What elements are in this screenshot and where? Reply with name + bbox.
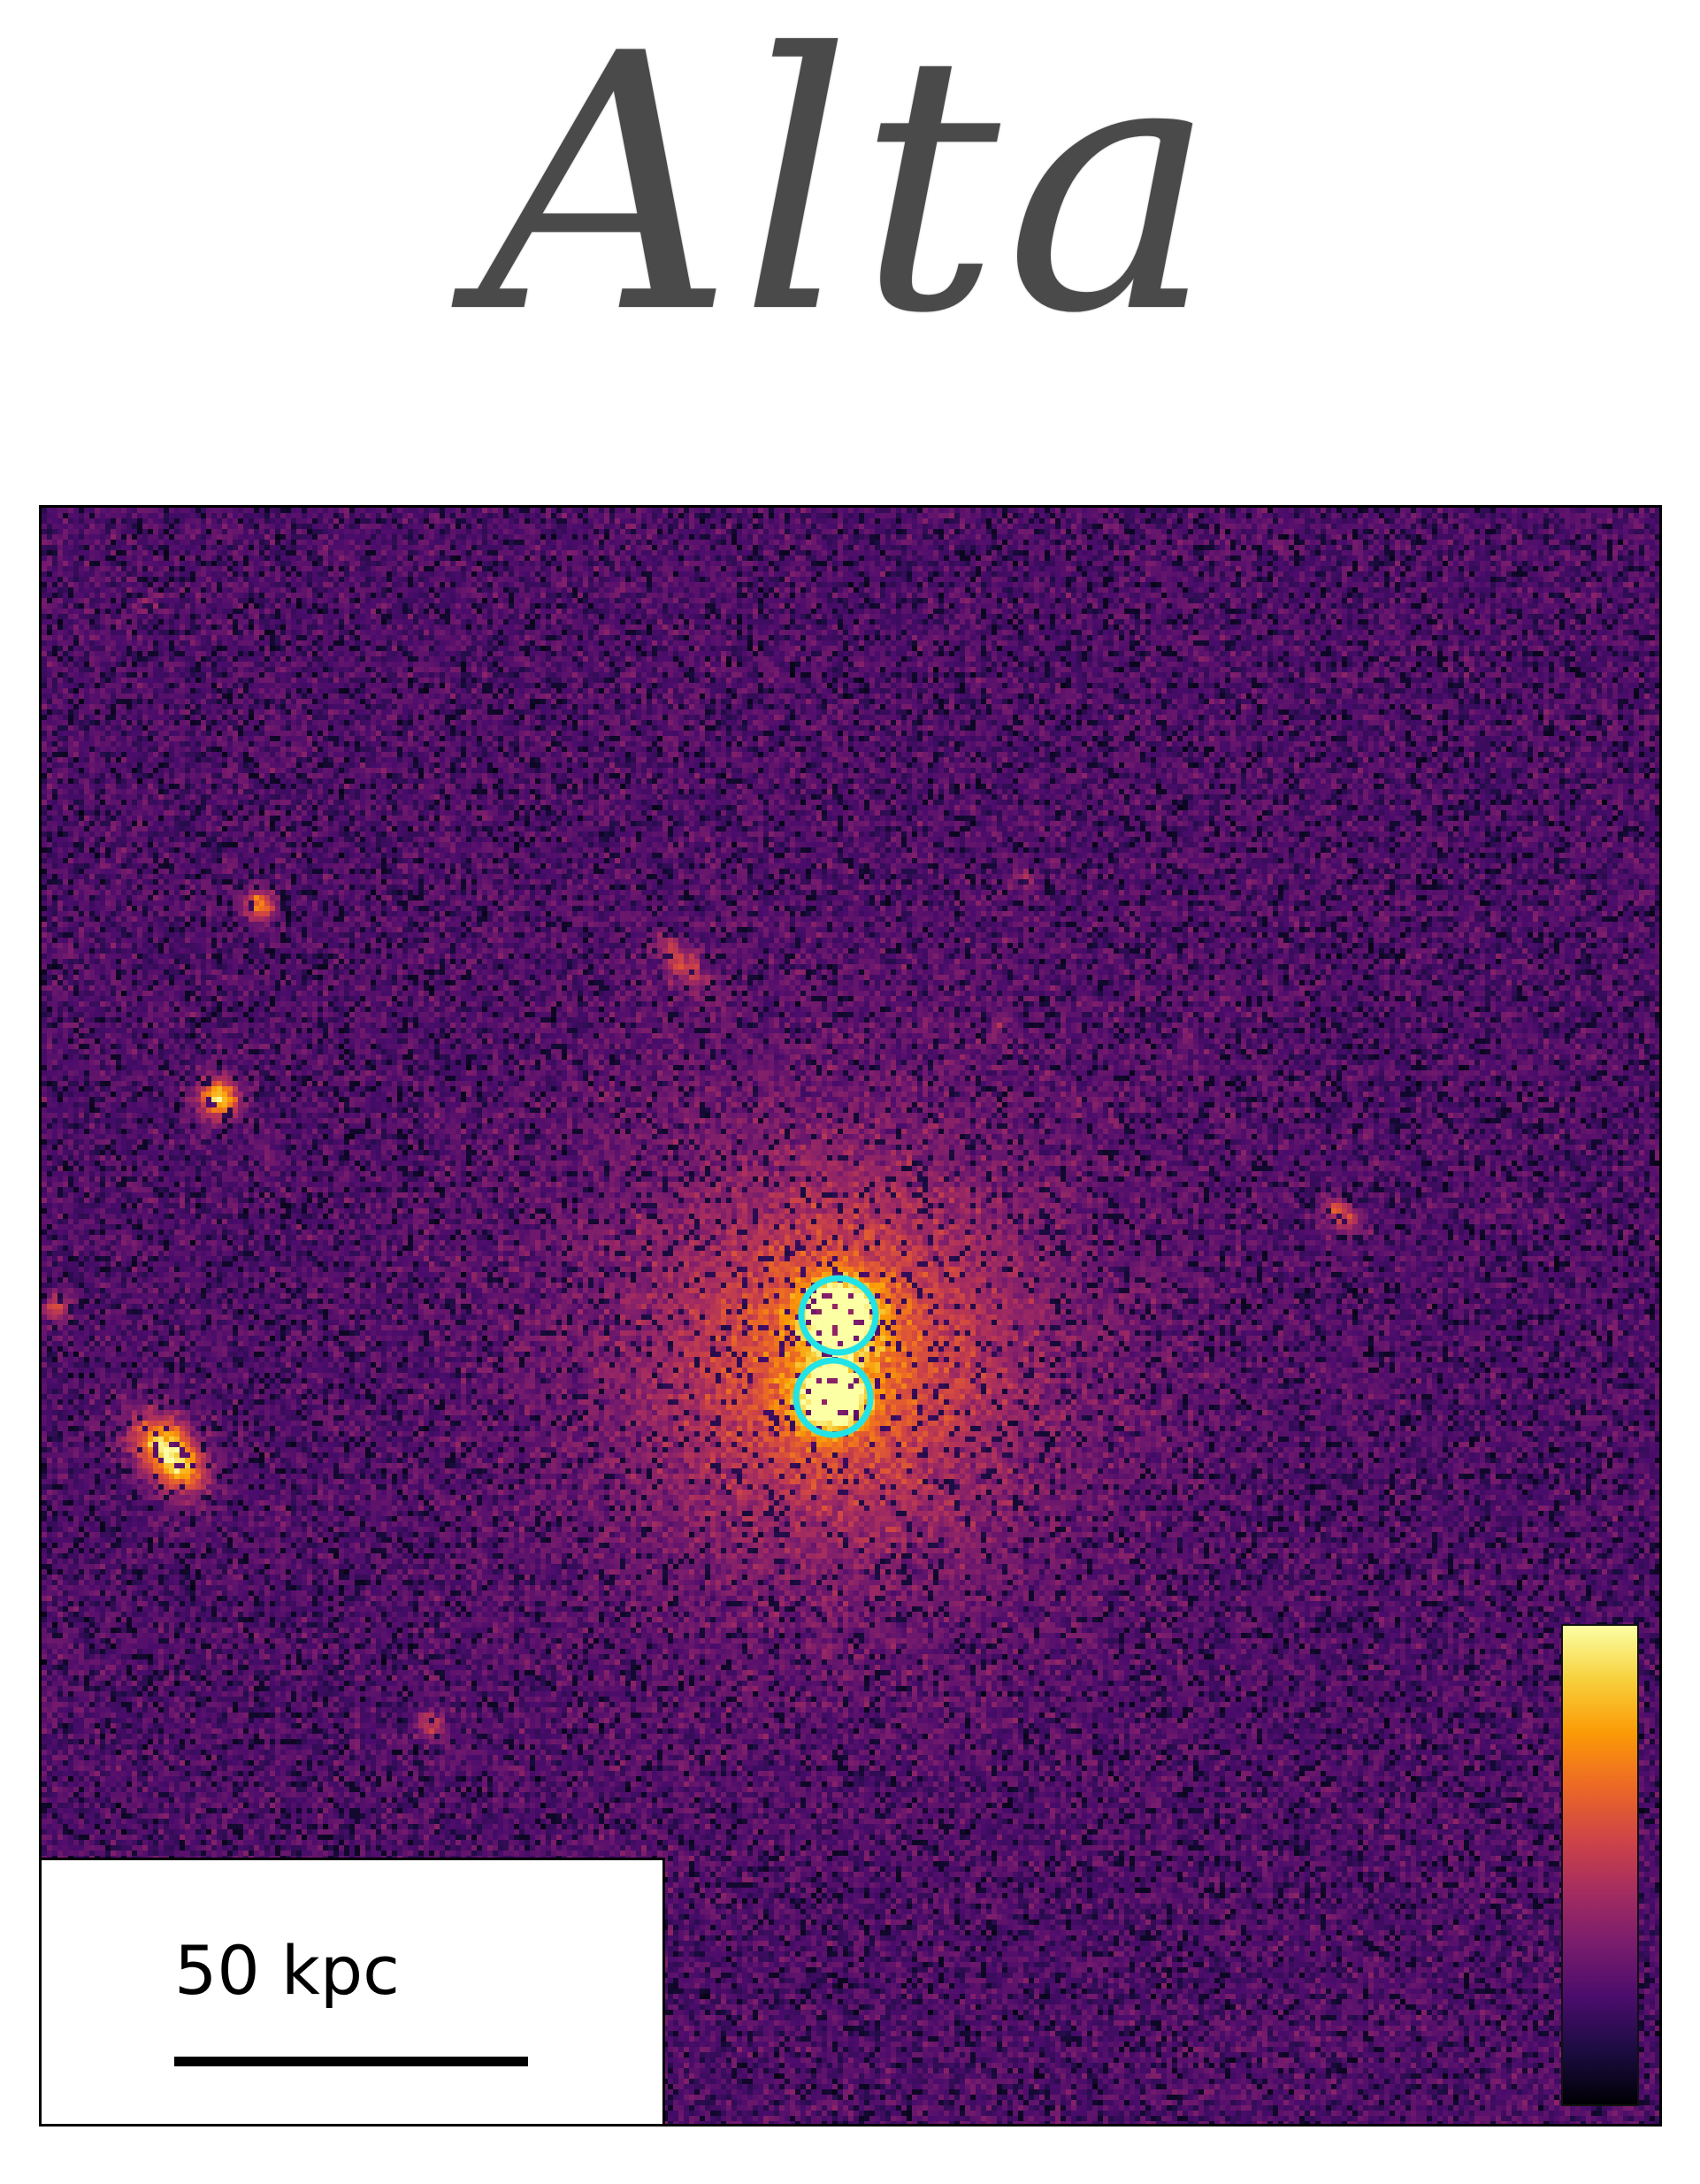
figure-title: Alta xyxy=(478,0,1221,391)
sky-image xyxy=(42,508,1659,2124)
scale-bar-line xyxy=(174,2057,528,2066)
scale-bar-label: 50 kpc xyxy=(174,1931,400,2010)
nucleus-markers-overlay xyxy=(793,1275,879,1438)
upper-nucleus-marker xyxy=(798,1275,879,1356)
lower-nucleus-marker xyxy=(793,1357,874,1438)
scale-bar-box: 50 kpc xyxy=(42,1858,665,2124)
colorbar xyxy=(1561,1624,1639,2106)
sky-image-panel: 50 kpc xyxy=(39,505,1662,2127)
